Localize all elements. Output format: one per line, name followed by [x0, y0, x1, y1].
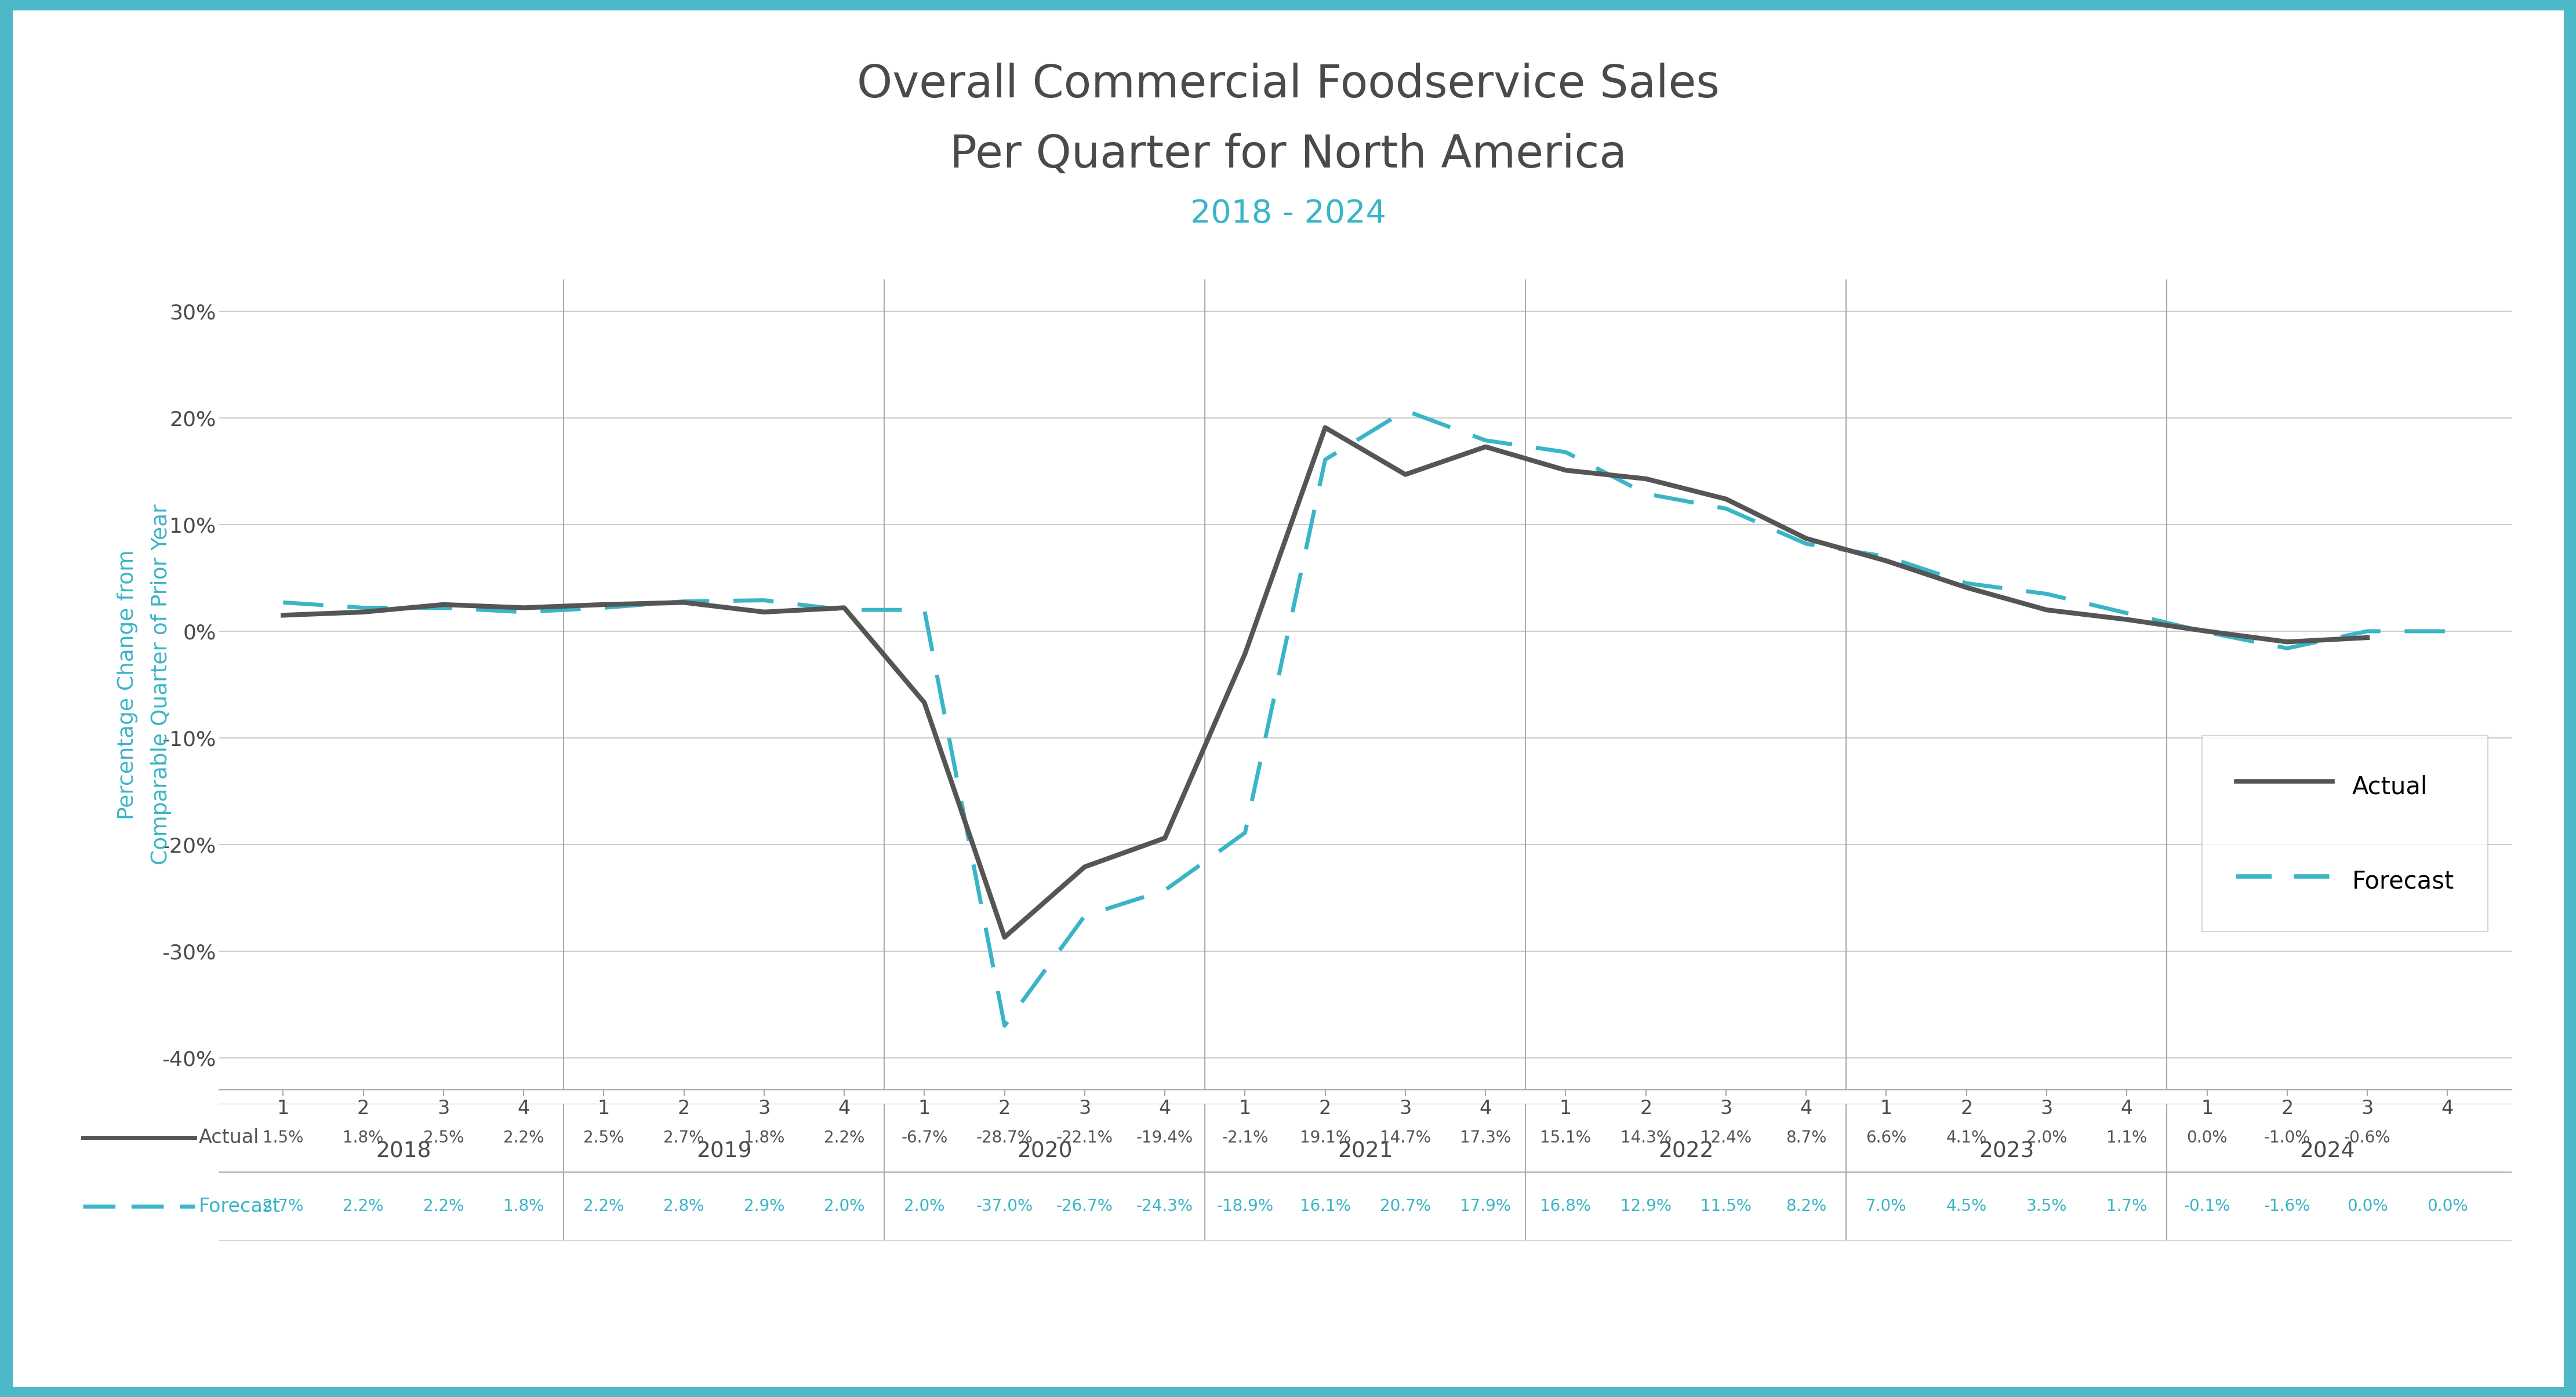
Text: 0.0%: 0.0%: [2187, 1130, 2228, 1146]
Text: 16.8%: 16.8%: [1540, 1199, 1592, 1214]
Text: 2.2%: 2.2%: [824, 1130, 866, 1146]
Text: 4.5%: 4.5%: [1945, 1199, 1986, 1214]
Text: 1.8%: 1.8%: [343, 1130, 384, 1146]
Text: 2.5%: 2.5%: [582, 1130, 623, 1146]
Text: 2.2%: 2.2%: [582, 1199, 623, 1214]
Text: 16.1%: 16.1%: [1301, 1199, 1350, 1214]
Text: -24.3%: -24.3%: [1136, 1199, 1193, 1214]
Text: 2.5%: 2.5%: [422, 1130, 464, 1146]
Text: 2020: 2020: [1018, 1141, 1072, 1162]
Text: 2.8%: 2.8%: [665, 1199, 703, 1214]
Text: -37.0%: -37.0%: [976, 1199, 1033, 1214]
Text: -0.6%: -0.6%: [2344, 1130, 2391, 1146]
Text: 0.0%: 0.0%: [2427, 1199, 2468, 1214]
Text: -0.1%: -0.1%: [2184, 1199, 2231, 1214]
Text: 3.5%: 3.5%: [2027, 1199, 2066, 1214]
Text: 0.0%: 0.0%: [2347, 1199, 2388, 1214]
Text: 8.7%: 8.7%: [1785, 1130, 1826, 1146]
Text: 1.8%: 1.8%: [744, 1130, 786, 1146]
Text: 2018 - 2024: 2018 - 2024: [1190, 198, 1386, 229]
Y-axis label: Percentage Change from
Comparable Quarter of Prior Year: Percentage Change from Comparable Quarte…: [116, 504, 173, 865]
Text: 15.1%: 15.1%: [1540, 1130, 1592, 1146]
Text: 2.7%: 2.7%: [263, 1199, 304, 1214]
Text: 14.7%: 14.7%: [1381, 1130, 1430, 1146]
Legend: Actual, Forecast: Actual, Forecast: [2202, 735, 2488, 932]
Text: -2.1%: -2.1%: [1221, 1130, 1267, 1146]
Text: 2022: 2022: [1659, 1141, 1713, 1162]
Text: 14.3%: 14.3%: [1620, 1130, 1672, 1146]
Text: -18.9%: -18.9%: [1216, 1199, 1273, 1214]
Text: 4.1%: 4.1%: [1945, 1130, 1986, 1146]
Text: 11.5%: 11.5%: [1700, 1199, 1752, 1214]
Text: -1.6%: -1.6%: [2264, 1199, 2311, 1214]
Text: Per Quarter for North America: Per Quarter for North America: [951, 133, 1625, 177]
Text: Forecast: Forecast: [198, 1197, 281, 1215]
Text: 12.9%: 12.9%: [1620, 1199, 1672, 1214]
Text: 2.2%: 2.2%: [343, 1199, 384, 1214]
Text: 2023: 2023: [1978, 1141, 2035, 1162]
Text: -26.7%: -26.7%: [1056, 1199, 1113, 1214]
Text: -1.0%: -1.0%: [2264, 1130, 2311, 1146]
Text: Actual: Actual: [198, 1129, 260, 1147]
Text: 17.3%: 17.3%: [1461, 1130, 1512, 1146]
Text: 2.0%: 2.0%: [904, 1199, 945, 1214]
Text: 2018: 2018: [376, 1141, 430, 1162]
Text: 6.6%: 6.6%: [1865, 1130, 1906, 1146]
Text: 2.0%: 2.0%: [2027, 1130, 2066, 1146]
Text: 17.9%: 17.9%: [1461, 1199, 1512, 1214]
Text: 1.5%: 1.5%: [263, 1130, 304, 1146]
Text: 2.0%: 2.0%: [824, 1199, 866, 1214]
Text: -28.7%: -28.7%: [976, 1130, 1033, 1146]
Text: 2.2%: 2.2%: [502, 1130, 544, 1146]
Text: 12.4%: 12.4%: [1700, 1130, 1752, 1146]
Text: 20.7%: 20.7%: [1381, 1199, 1430, 1214]
Text: 1.8%: 1.8%: [502, 1199, 544, 1214]
Text: 2019: 2019: [696, 1141, 752, 1162]
Text: 2.9%: 2.9%: [744, 1199, 786, 1214]
Text: 2021: 2021: [1337, 1141, 1394, 1162]
Text: -19.4%: -19.4%: [1136, 1130, 1193, 1146]
Text: 8.2%: 8.2%: [1785, 1199, 1826, 1214]
Text: 2024: 2024: [2300, 1141, 2354, 1162]
Text: 2.2%: 2.2%: [422, 1199, 464, 1214]
Text: 2.7%: 2.7%: [665, 1130, 703, 1146]
Text: -22.1%: -22.1%: [1056, 1130, 1113, 1146]
Text: 7.0%: 7.0%: [1865, 1199, 1906, 1214]
Text: 1.7%: 1.7%: [2107, 1199, 2148, 1214]
Text: 19.1%: 19.1%: [1301, 1130, 1350, 1146]
Text: Overall Commercial Foodservice Sales: Overall Commercial Foodservice Sales: [858, 63, 1718, 108]
Text: -6.7%: -6.7%: [902, 1130, 948, 1146]
Text: 1.1%: 1.1%: [2107, 1130, 2148, 1146]
